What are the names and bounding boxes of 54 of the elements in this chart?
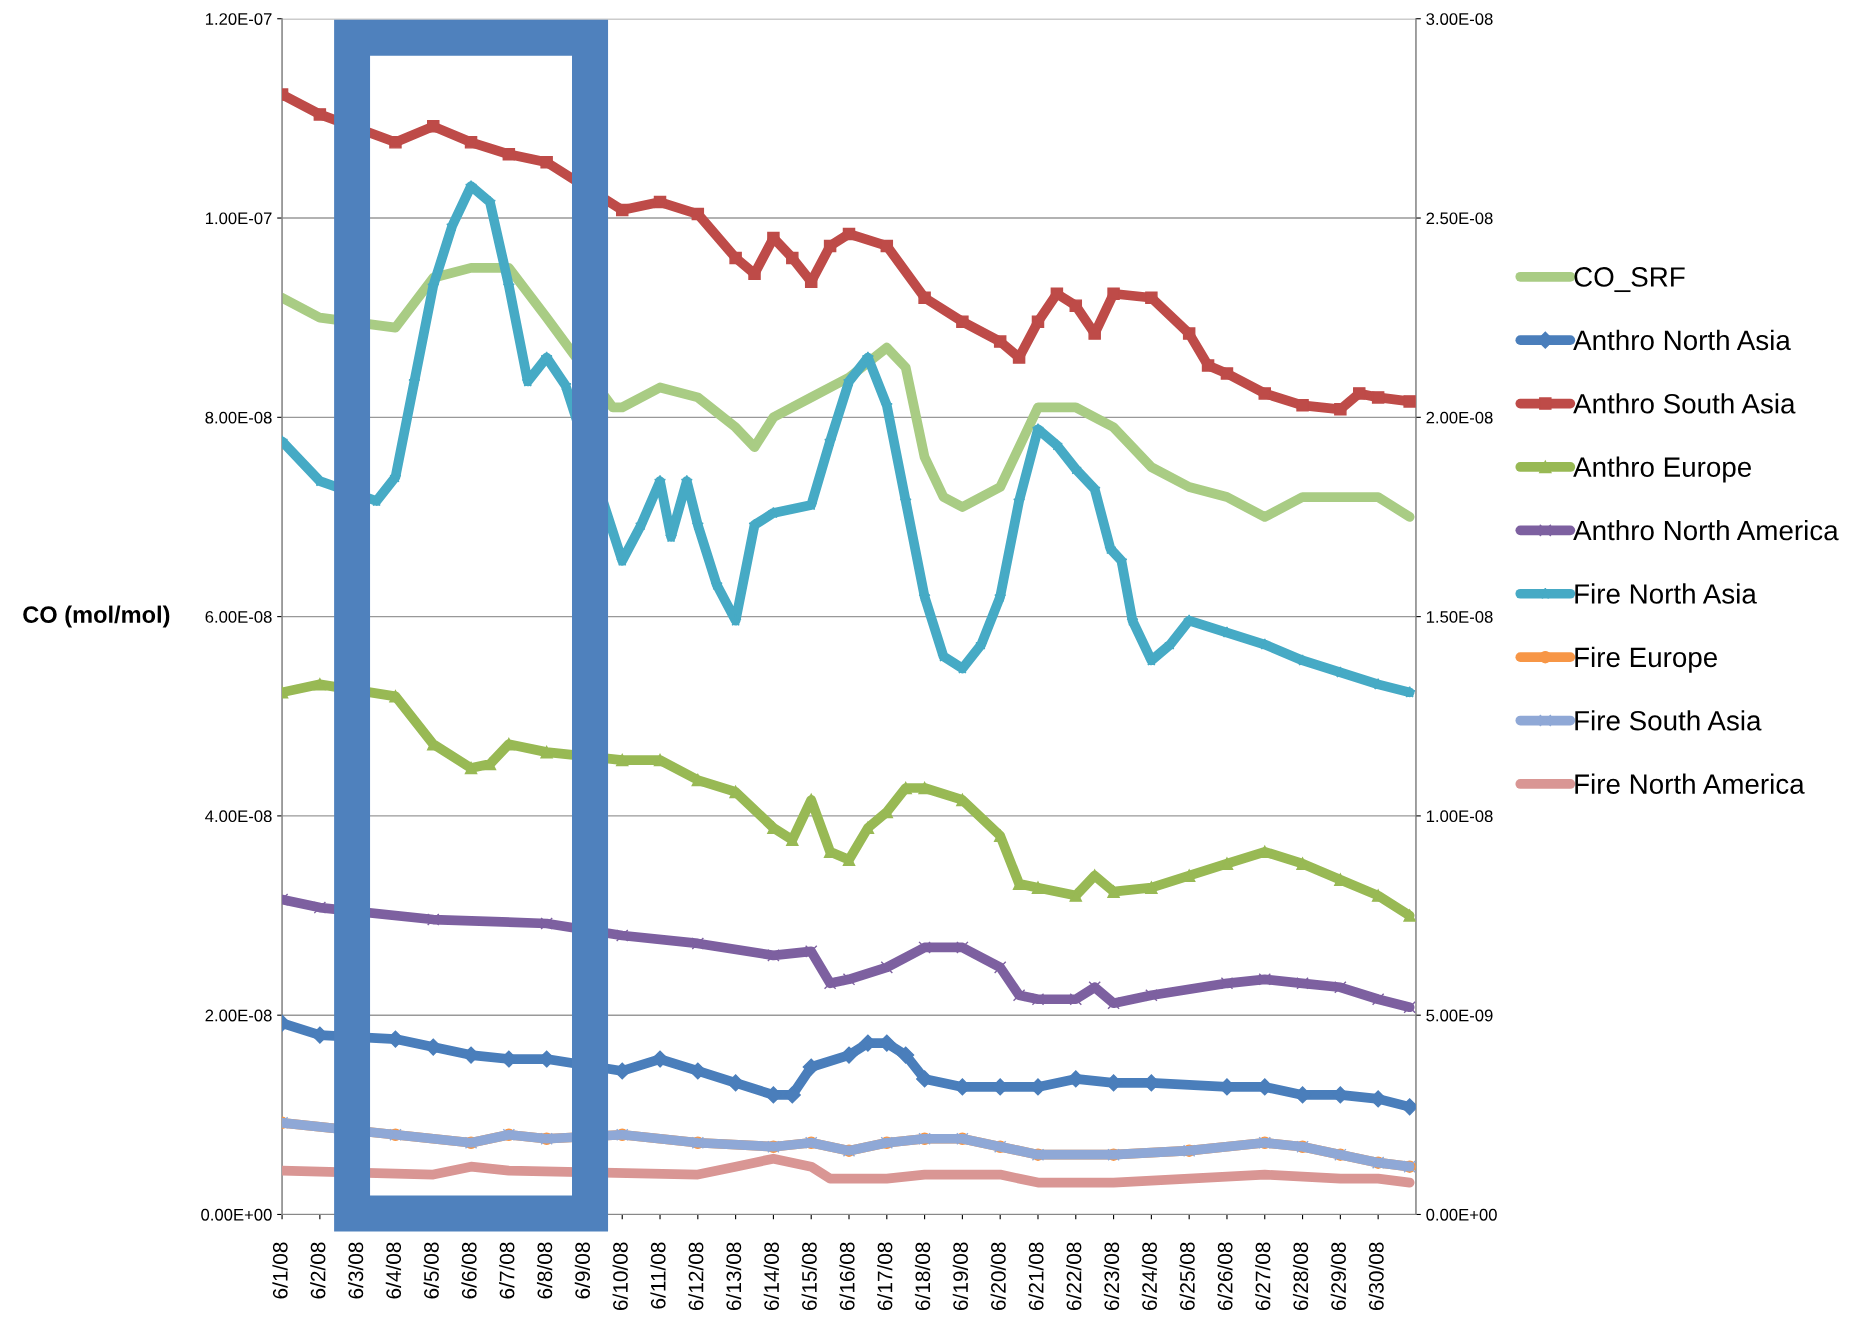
y-tick-label: 6.00E-08 [205,611,272,623]
y2-tick-label: 5.00E-09 [1426,1009,1493,1022]
x-tick-label: 6/24/08 [1141,1242,1157,1310]
y-tick-label: 1.00E-07 [205,212,272,225]
x-tick-label: 6/3/08 [347,1242,364,1299]
x-tick-label: 6/27/08 [1255,1242,1271,1310]
x-tick-label: 6/30/08 [1368,1242,1384,1310]
y2-tick-label: 1.50E-08 [1426,611,1493,623]
x-tick-label: 6/15/08 [801,1242,817,1310]
y-tick-label: 1.20E-07 [205,13,272,25]
x-tick-label: 6/21/08 [1028,1242,1044,1310]
x-tick-label: 6/17/08 [877,1242,893,1310]
y2-tick-label: 2.50E-08 [1426,212,1493,225]
y-tick-label: 2.00E-08 [205,1009,272,1022]
y2-tick-label: 2.00E-08 [1426,411,1493,424]
x-tick-label: 6/4/08 [385,1242,402,1299]
legend-label: Fire North America [1575,773,1805,794]
x-tick-label: 6/8/08 [536,1242,553,1299]
legend-label: Anthro South Asia [1573,393,1796,414]
x-tick-label: 6/18/08 [914,1242,931,1310]
x-tick-label: 6/19/08 [952,1242,968,1310]
x-tick-label: 6/25/08 [1179,1242,1195,1310]
y-tick-label: 4.00E-08 [205,810,272,823]
legend-label: Anthro Europe [1573,456,1751,483]
x-tick-label: 6/9/08 [574,1242,591,1299]
x-tick-label: 6/22/08 [1066,1242,1082,1310]
x-tick-label: 6/28/08 [1292,1242,1309,1310]
legend-label: Fire South Asia [1575,710,1762,731]
y2-tick-label: 3.00E-08 [1426,13,1493,25]
x-tick-label: 6/1/08 [272,1242,288,1299]
x-tick-label: 6/16/08 [839,1242,855,1310]
x-tick-label: 6/13/08 [725,1242,742,1310]
legend-label: Fire Europe [1575,646,1717,673]
legend-label: Anthro North Asia [1573,329,1791,351]
legend-label: CO_SRF [1574,267,1685,293]
legend-label: Anthro North America [1573,519,1839,541]
y2-tick-label: 0.00E+00 [1426,1208,1497,1221]
x-tick-label: 6/23/08 [1103,1242,1120,1310]
x-tick-label: 6/12/08 [688,1242,704,1310]
x-tick-label: 6/20/08 [990,1242,1006,1310]
x-tick-label: 6/7/08 [499,1242,515,1299]
x-tick-label: 6/14/08 [763,1242,780,1310]
x-tick-label: 6/10/08 [612,1242,628,1310]
x-tick-label: 6/6/08 [461,1242,477,1299]
x-tick-label: 6/26/08 [1217,1242,1233,1310]
x-tick-label: 6/2/08 [310,1242,326,1299]
x-tick-label: 6/11/08 [650,1242,666,1309]
x-tick-label: 6/5/08 [423,1242,439,1299]
y2-tick-label: 1.00E-08 [1426,810,1493,823]
y-axis-title: CO (mol/mol) [23,605,170,628]
x-tick-label: 6/29/08 [1330,1242,1346,1310]
legend-label: Fire North Asia [1575,583,1757,604]
y-tick-label: 0.00E+00 [201,1208,272,1221]
y-tick-label: 8.00E-08 [205,411,272,424]
